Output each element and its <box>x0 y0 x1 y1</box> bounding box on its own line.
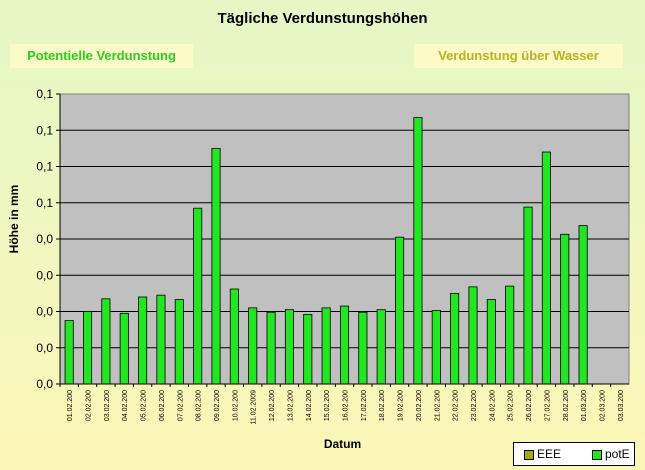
legend-swatch-eee <box>524 449 534 460</box>
y-tick-label: 0,0 <box>36 268 53 282</box>
x-tick-label: 24.02.200 <box>489 390 496 421</box>
bar-pote <box>486 299 496 385</box>
bar-pote <box>541 151 551 385</box>
bar-pote <box>138 296 148 385</box>
x-tick-label: 13.02.200 <box>287 390 294 421</box>
bar-pote <box>156 294 166 385</box>
legend-item-eee: EEE <box>524 447 561 461</box>
x-tick-label: 27.02.200 <box>544 390 551 421</box>
x-tick-label: 02.02.200 <box>86 390 93 421</box>
bar-pote <box>523 206 533 385</box>
bar-pote <box>266 311 276 385</box>
x-tick-label: 09.02.200 <box>214 390 221 421</box>
bar-pote <box>83 311 93 385</box>
x-tick-label: 26.02.200 <box>526 390 533 421</box>
x-tick-label: 15.02.200 <box>324 390 331 421</box>
water-evaporation-button[interactable]: Verdunstung über Wasser <box>414 44 623 68</box>
y-axis-ticks: 0,1 0,1 0,1 0,1 0,0 0,0 0,0 0,0 0,0 <box>36 87 60 391</box>
x-tick-label: 28.02.200 <box>563 390 570 421</box>
y-tick-label: 0,0 <box>36 341 53 355</box>
y-tick-label: 0,1 <box>36 87 53 101</box>
bar-pote <box>64 320 74 385</box>
legend-label-pote: potE <box>605 447 630 461</box>
bar-pote <box>284 309 294 385</box>
bar-pote <box>413 117 423 385</box>
x-tick-label: 06.02.200 <box>159 390 166 421</box>
x-tick-label: 03.02.200 <box>104 390 111 421</box>
bar-pote <box>248 307 258 385</box>
x-tick-label: 03.03.200 <box>618 390 625 421</box>
x-tick-label: 01.02.200 <box>67 390 74 421</box>
x-tick-label: 18.02.200 <box>379 390 386 421</box>
bar-pote <box>321 307 331 385</box>
x-tick-label: 21.02.200 <box>434 390 441 421</box>
x-tick-label: 14.02.200 <box>306 390 313 421</box>
bar-pote <box>229 288 239 385</box>
x-tick-label: 01.03.200 <box>581 390 588 421</box>
x-tick-label: 23.02.200 <box>471 390 478 421</box>
bar-pote <box>174 299 184 385</box>
y-tick-label: 0,0 <box>36 377 53 391</box>
bar-pote <box>358 311 368 385</box>
legend-label-eee: EEE <box>537 447 562 461</box>
y-tick-label: 0,0 <box>36 305 53 319</box>
legend-item-pote: potE <box>592 447 630 461</box>
bar-pote <box>578 225 588 385</box>
bar-pote <box>339 305 350 385</box>
bar-pote <box>395 236 405 385</box>
x-tick-label: 07.02.200 <box>177 390 184 421</box>
x-tick-label: 10.02.200 <box>232 390 239 421</box>
bar-pote <box>119 312 129 385</box>
chart-title: Tägliche Verdunstungshöhen <box>217 10 428 27</box>
bar-pote <box>468 286 478 385</box>
bar-pote <box>303 313 313 385</box>
bar-pote <box>376 309 386 385</box>
x-axis-ticks: 01.02.200 02.02.200 03.02.200 04.02.200 05.0… <box>59 384 625 425</box>
x-tick-label: 04.02.200 <box>122 390 129 421</box>
bar-pote <box>211 147 221 385</box>
x-tick-label: 12.02.200 <box>269 390 276 421</box>
legend-swatch-pote <box>592 449 602 460</box>
x-tick-label: 08.02.200 <box>196 390 203 421</box>
bar-pote <box>193 207 203 385</box>
x-tick-label: 11.02.2009 <box>251 390 258 425</box>
x-tick-label: 02.03.200 <box>599 390 606 421</box>
x-tick-label: 17.02.200 <box>361 390 368 421</box>
potential-evaporation-button[interactable]: Potentielle Verdunstung <box>10 44 193 68</box>
bar-pote <box>560 233 570 385</box>
x-tick-label: 25.02.200 <box>508 390 515 421</box>
x-tick-label: 05.02.200 <box>141 390 148 421</box>
y-tick-label: 0,1 <box>36 160 53 174</box>
legend: EEE potE <box>513 442 635 466</box>
x-tick-label: 16.02.200 <box>343 390 350 421</box>
y-axis-label: Höhe in mm <box>7 184 21 254</box>
y-tick-label: 0,0 <box>36 232 53 246</box>
bar-pote <box>101 298 111 385</box>
bar-pote <box>450 292 460 385</box>
bar-pote <box>505 285 515 385</box>
x-tick-label: 22.02.200 <box>453 390 460 421</box>
y-tick-label: 0,1 <box>36 123 53 137</box>
bar-pote <box>431 310 441 385</box>
x-tick-label: 20.02.200 <box>416 390 423 421</box>
y-tick-label: 0,1 <box>36 196 53 210</box>
x-tick-label: 19.02.200 <box>398 390 405 421</box>
x-axis-label: Datum <box>323 437 362 451</box>
